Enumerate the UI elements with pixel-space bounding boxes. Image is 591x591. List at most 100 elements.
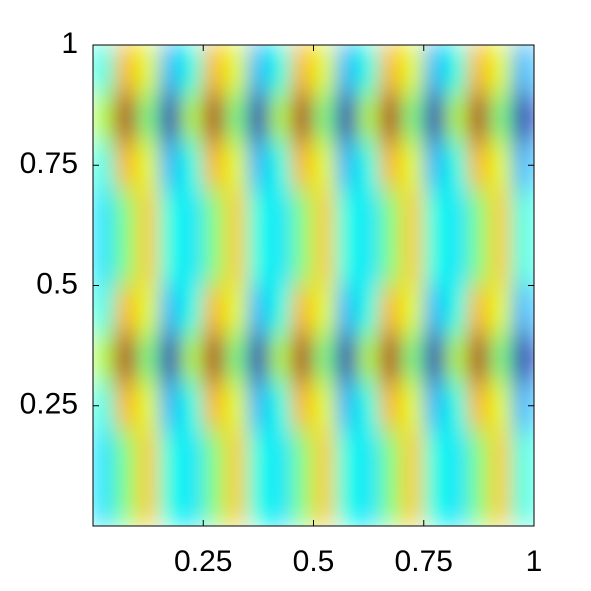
- heatmap-cell: [268, 92, 292, 142]
- heatmap-cell: [313, 236, 337, 286]
- heatmap-cell: [114, 381, 138, 431]
- heatmap-cell: [114, 45, 138, 94]
- heatmap-cell: [136, 236, 160, 286]
- heatmap-cell: [313, 92, 337, 142]
- heatmap-cell: [357, 333, 381, 383]
- heatmap-cell: [114, 477, 138, 526]
- heatmap-cell: [224, 381, 248, 431]
- heatmap-cell: [93, 140, 116, 190]
- heatmap-cell: [136, 477, 160, 526]
- heatmap-cell: [357, 285, 381, 335]
- heatmap-cell: [136, 92, 160, 142]
- heatmap-cell: [180, 429, 204, 479]
- heatmap-cell: [511, 188, 534, 238]
- heatmap-cell: [93, 188, 116, 238]
- heatmap-cell: [335, 236, 359, 286]
- heatmap-cell: [313, 381, 337, 431]
- heatmap-cell: [93, 381, 116, 431]
- heatmap-cell: [467, 381, 491, 431]
- heatmap-cell: [357, 45, 381, 94]
- heatmap-cell: [489, 92, 513, 142]
- heatmap-cell: [268, 333, 292, 383]
- heatmap-cell: [93, 45, 116, 94]
- heatmap-cell: [401, 45, 425, 94]
- heatmap-cell: [246, 188, 270, 238]
- heatmap-cell: [114, 188, 138, 238]
- heatmap-cell: [268, 477, 292, 526]
- heatmap-cell: [290, 188, 314, 238]
- heatmap-cell: [489, 285, 513, 335]
- heatmap-cell: [180, 188, 204, 238]
- heatmap-cell: [224, 45, 248, 94]
- heatmap-cell: [224, 429, 248, 479]
- heatmap-cell: [511, 45, 534, 94]
- heatmap-cell: [401, 333, 425, 383]
- heatmap-cell: [136, 140, 160, 190]
- heatmap-cell: [246, 429, 270, 479]
- heatmap-cell: [158, 45, 182, 94]
- heatmap-cell: [246, 381, 270, 431]
- x-tick-label: 0.75: [395, 545, 453, 578]
- heatmap-cell: [290, 381, 314, 431]
- heatmap-cell: [445, 140, 469, 190]
- heatmap-cell: [401, 429, 425, 479]
- heatmap-cell: [202, 140, 226, 190]
- heatmap-cell: [268, 285, 292, 335]
- heatmap-cell: [467, 188, 491, 238]
- heatmap-cell: [136, 429, 160, 479]
- heatmap-cell: [313, 45, 337, 94]
- heatmap-cell: [357, 477, 381, 526]
- heatmap-cell: [467, 429, 491, 479]
- heatmap-cell: [423, 429, 447, 479]
- heatmap-cell: [511, 381, 534, 431]
- heatmap-cell: [224, 188, 248, 238]
- heatmap-cells: [93, 45, 534, 526]
- y-tick-label: 1: [61, 27, 78, 60]
- heatmap-cell: [489, 45, 513, 94]
- heatmap-cell: [202, 429, 226, 479]
- heatmap-cell: [268, 45, 292, 94]
- heatmap-cell: [202, 45, 226, 94]
- heatmap-cell: [401, 140, 425, 190]
- heatmap-cell: [246, 92, 270, 142]
- heatmap-cell: [489, 188, 513, 238]
- heatmap-cell: [290, 429, 314, 479]
- heatmap-cell: [335, 188, 359, 238]
- heatmap-cell: [445, 92, 469, 142]
- heatmap-cell: [379, 236, 403, 286]
- heatmap-cell: [246, 140, 270, 190]
- heatmap-cell: [379, 333, 403, 383]
- heatmap-cell: [357, 381, 381, 431]
- heatmap-cell: [379, 140, 403, 190]
- heatmap-cell: [445, 236, 469, 286]
- heatmap-cell: [335, 285, 359, 335]
- heatmap-cell: [423, 140, 447, 190]
- heatmap-cell: [180, 45, 204, 94]
- heatmap-cell: [489, 236, 513, 286]
- heatmap-cell: [93, 285, 116, 335]
- heatmap-cell: [136, 45, 160, 94]
- heatmap-cell: [445, 381, 469, 431]
- heatmap-cell: [313, 140, 337, 190]
- heatmap-cell: [379, 429, 403, 479]
- heatmap-cell: [335, 92, 359, 142]
- heatmap-cell: [467, 92, 491, 142]
- heatmap-cell: [489, 140, 513, 190]
- heatmap-cell: [313, 429, 337, 479]
- plot-area: [93, 45, 534, 526]
- heatmap-cell: [423, 333, 447, 383]
- x-tick-label: 1: [526, 545, 543, 578]
- heatmap-cell: [401, 92, 425, 142]
- heatmap-cell: [290, 140, 314, 190]
- heatmap-cell: [202, 381, 226, 431]
- heatmap-cell: [268, 381, 292, 431]
- heatmap-cell: [313, 285, 337, 335]
- heatmap-cell: [268, 140, 292, 190]
- heatmap-cell: [511, 477, 534, 526]
- heatmap-cell: [202, 333, 226, 383]
- heatmap-cell: [246, 45, 270, 94]
- heatmap-cell: [246, 236, 270, 286]
- heatmap-cell: [158, 381, 182, 431]
- heatmap-cell: [180, 92, 204, 142]
- heatmap-cell: [224, 236, 248, 286]
